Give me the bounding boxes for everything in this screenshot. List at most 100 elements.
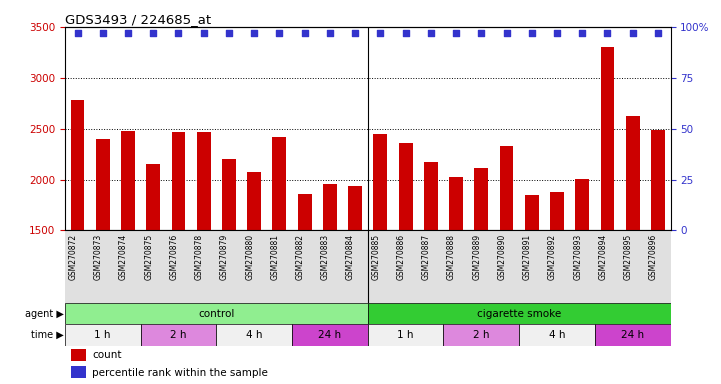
Point [147, 30, 159, 36]
Text: count: count [92, 350, 122, 360]
Text: GSM270874: GSM270874 [119, 234, 128, 280]
Point [324, 30, 335, 36]
Text: GSM270878: GSM270878 [195, 234, 204, 280]
Text: percentile rank within the sample: percentile rank within the sample [92, 367, 268, 377]
Bar [544, 230, 570, 303]
Bar [71, 349, 86, 361]
Point [248, 30, 260, 36]
Bar [500, 146, 513, 230]
Point [627, 30, 639, 36]
Bar [474, 168, 488, 230]
Bar [342, 230, 368, 303]
Text: 2 h: 2 h [473, 330, 490, 340]
Text: GSM270873: GSM270873 [94, 234, 102, 280]
Text: 2 h: 2 h [170, 330, 187, 340]
Point [122, 30, 134, 36]
Bar [626, 116, 640, 230]
Bar [96, 139, 110, 230]
Text: GSM270879: GSM270879 [220, 234, 229, 280]
Text: cigarette smoke: cigarette smoke [477, 309, 561, 319]
Bar [373, 134, 387, 230]
Bar [449, 177, 463, 230]
Bar [141, 230, 166, 303]
Point [476, 30, 487, 36]
Bar [443, 230, 469, 303]
Text: 1 h: 1 h [94, 330, 111, 340]
Text: GSM270894: GSM270894 [598, 234, 607, 280]
Bar [443, 324, 519, 346]
Text: control: control [198, 309, 234, 319]
Point [224, 30, 235, 36]
Text: GSM270893: GSM270893 [573, 234, 583, 280]
Text: GSM270890: GSM270890 [497, 234, 506, 280]
Bar [166, 230, 191, 303]
Text: GSM270883: GSM270883 [321, 234, 329, 280]
Point [425, 30, 436, 36]
Point [577, 30, 588, 36]
Bar [595, 230, 620, 303]
Bar [595, 324, 671, 346]
Point [399, 30, 411, 36]
Bar [191, 230, 216, 303]
Point [500, 30, 512, 36]
Text: 4 h: 4 h [549, 330, 565, 340]
Text: time ▶: time ▶ [32, 330, 64, 340]
Bar [323, 184, 337, 230]
Text: GSM270880: GSM270880 [245, 234, 254, 280]
Text: GSM270886: GSM270886 [397, 234, 405, 280]
Bar [65, 303, 368, 324]
Bar [216, 324, 292, 346]
Bar [519, 230, 544, 303]
Bar [141, 324, 216, 346]
Bar [222, 159, 236, 230]
Bar [273, 137, 286, 230]
Bar [601, 47, 614, 230]
Text: 4 h: 4 h [246, 330, 262, 340]
Bar [424, 162, 438, 230]
Bar [146, 164, 160, 230]
Text: GSM270881: GSM270881 [270, 234, 280, 280]
Point [97, 30, 108, 36]
Bar [216, 230, 242, 303]
Bar [317, 230, 342, 303]
Bar [90, 230, 115, 303]
Point [526, 30, 537, 36]
Bar [651, 130, 665, 230]
Point [375, 30, 386, 36]
Text: GSM270892: GSM270892 [548, 234, 557, 280]
Point [450, 30, 461, 36]
Bar [267, 230, 292, 303]
Bar [469, 230, 494, 303]
Text: GSM270872: GSM270872 [68, 234, 78, 280]
Bar [348, 185, 362, 230]
Text: 24 h: 24 h [318, 330, 342, 340]
Text: GSM270882: GSM270882 [296, 234, 304, 280]
Bar [368, 324, 443, 346]
Bar [645, 230, 671, 303]
Bar [525, 195, 539, 230]
Text: GSM270895: GSM270895 [624, 234, 633, 280]
Text: GSM270876: GSM270876 [169, 234, 179, 280]
Bar [292, 324, 368, 346]
Bar [399, 143, 412, 230]
Bar [620, 230, 645, 303]
Point [274, 30, 286, 36]
Bar [292, 230, 317, 303]
Bar [121, 131, 135, 230]
Point [72, 30, 83, 36]
Point [173, 30, 185, 36]
Text: GSM270888: GSM270888 [447, 234, 456, 280]
Bar [247, 172, 261, 230]
Bar [71, 100, 84, 230]
Bar [368, 230, 393, 303]
Bar [494, 230, 519, 303]
Bar [65, 230, 90, 303]
Bar [298, 194, 311, 230]
Point [349, 30, 360, 36]
Bar [65, 324, 141, 346]
Text: GSM270891: GSM270891 [523, 234, 531, 280]
Bar [242, 230, 267, 303]
Text: GSM270885: GSM270885 [371, 234, 381, 280]
Bar [519, 324, 595, 346]
Bar [550, 192, 564, 230]
